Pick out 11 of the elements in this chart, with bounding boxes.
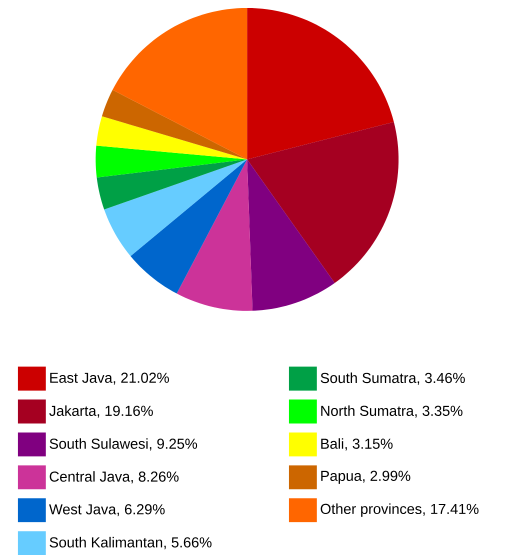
legend-label: West Java, 6.29% xyxy=(49,504,165,516)
legend-label: South Sulawesi, 9.25% xyxy=(50,438,198,451)
legend-label: Central Java, 8.26% xyxy=(50,471,179,484)
legend-label: Jakarta, 19.16% xyxy=(49,405,153,418)
legend-label: South Kalimantan, 5.66% xyxy=(50,536,212,550)
legend-label: South Sumatra, 3.46% xyxy=(320,372,465,385)
legend-label: East Java, 21.02% xyxy=(50,372,169,385)
legend-label: North Sumatra, 3.35% xyxy=(321,405,462,418)
legend-label: Papua, 2.99% xyxy=(321,470,410,484)
legend-label: Other provinces, 17.41% xyxy=(320,503,478,517)
legend-label: Bali, 3.15% xyxy=(321,438,393,451)
